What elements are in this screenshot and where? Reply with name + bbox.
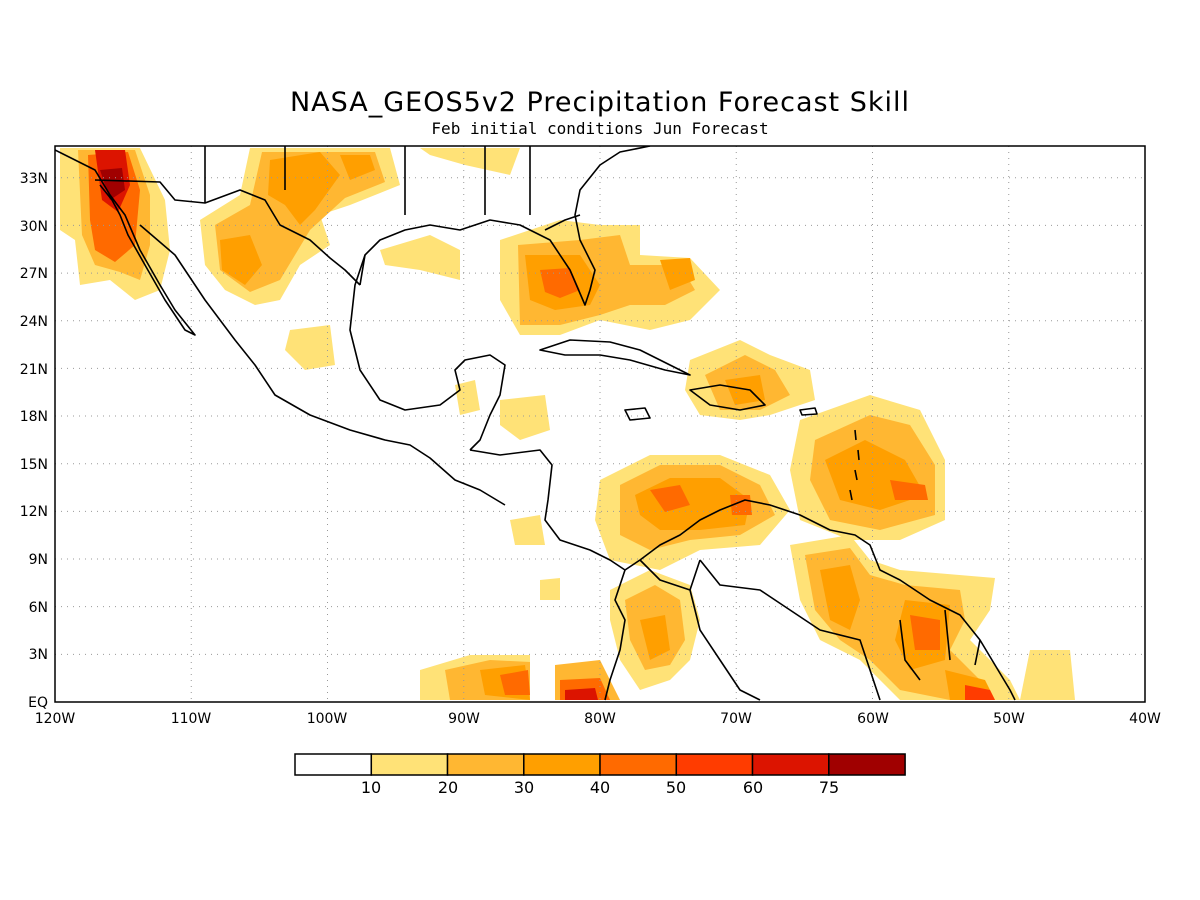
border-colombia	[639, 559, 761, 701]
lon-label: 70W	[720, 711, 752, 727]
skill-region-north-mexico	[340, 155, 375, 180]
lat-label: 9N	[29, 552, 48, 568]
lat-label: 27N	[20, 266, 48, 282]
skill-region-amapa	[1020, 650, 1075, 700]
skill-region-yucatan	[455, 380, 480, 415]
coastline-south-america-west	[604, 569, 626, 701]
map-frame	[54, 145, 1146, 703]
skill-region-pacific-equatorial	[500, 670, 530, 695]
skill-region-lesser-antilles	[890, 480, 928, 500]
coastline-gulf	[359, 146, 651, 306]
skill-region-gulf-coast	[420, 148, 520, 175]
skill-region-baja	[100, 168, 125, 200]
lat-label: 18N	[20, 409, 48, 425]
border-us-states	[204, 146, 531, 215]
coastline-baja	[55, 149, 196, 336]
lat-label: 12N	[20, 504, 48, 520]
colorbar-label: 10	[361, 778, 381, 797]
skill-region-florida	[660, 258, 695, 290]
skill-region-guyana	[820, 565, 860, 630]
map-subtitle: Feb initial conditions Jun Forecast	[431, 119, 768, 138]
lat-label: 21N	[20, 362, 48, 378]
coastline-mexico-gulf	[349, 254, 506, 451]
lon-label: 80W	[584, 711, 616, 727]
colorbar-label: 20	[438, 778, 458, 797]
coastline-mexico-pacific	[139, 224, 506, 506]
colorbar-swatch	[294, 753, 373, 776]
lat-label: 24N	[20, 314, 48, 330]
colorbar-label: 50	[666, 778, 686, 797]
lon-label: 120W	[35, 711, 76, 727]
lon-label: 50W	[993, 711, 1025, 727]
colorbar-swatch	[599, 753, 678, 776]
border-us-mexico	[94, 179, 361, 286]
colorbar-label: 75	[819, 778, 839, 797]
colorbar: 10 20 30 40 50 60 75	[294, 753, 906, 797]
plot-area	[54, 145, 1146, 703]
colorbar-label: 60	[743, 778, 763, 797]
skill-region-guyana	[965, 685, 995, 700]
lat-label: EQ	[28, 695, 48, 711]
lat-label: 3N	[29, 647, 48, 663]
skill-region-florida	[540, 268, 580, 298]
skill-region-hispaniola	[725, 375, 765, 405]
lat-label: 33N	[20, 171, 48, 187]
lat-label: 30N	[20, 219, 48, 235]
border-venezuela	[699, 559, 881, 701]
colorbar-swatch	[828, 753, 906, 776]
skill-region-caribbean-band	[650, 485, 690, 512]
colorbar-swatch	[446, 753, 525, 776]
skill-region-guyana	[910, 615, 940, 650]
skill-shading	[60, 148, 1075, 700]
map-title: NASA_GEOS5v2 Precipitation Forecast Skil…	[290, 87, 910, 118]
colorbar-swatch	[370, 753, 449, 776]
coastlines	[55, 146, 1016, 701]
lon-label: 40W	[1129, 711, 1161, 727]
coastline-hispaniola	[689, 384, 766, 411]
skill-region-north-mexico	[220, 235, 262, 285]
skill-region-scattered	[540, 578, 560, 600]
skill-region-ecuador-coast	[565, 688, 598, 700]
lon-label: 90W	[448, 711, 480, 727]
skill-region-scattered	[510, 515, 545, 545]
border-guianas	[899, 609, 981, 681]
coastline-cuba	[539, 339, 691, 376]
coastline-jamaica	[624, 407, 651, 421]
lon-label: 110W	[171, 711, 212, 727]
longitude-labels: 120W 110W 100W 90W 80W 70W 60W 50W 40W	[35, 711, 1161, 727]
coastline-central-america	[469, 449, 1016, 701]
lat-label: 15N	[20, 457, 48, 473]
skill-region-colombia	[640, 615, 670, 660]
colorbar-label: 40	[590, 778, 610, 797]
skill-region-north-mexico	[268, 152, 340, 225]
skill-region-central-mexico	[285, 325, 335, 370]
colorbar-swatch	[523, 753, 601, 776]
lat-label: 6N	[29, 600, 48, 616]
skill-region-gulf-coast	[380, 235, 460, 280]
lon-label: 100W	[307, 711, 348, 727]
colorbar-label: 30	[514, 778, 534, 797]
colorbar-swatch	[675, 753, 754, 776]
colorbar-swatch	[751, 753, 830, 776]
coastline-lesser-antilles	[849, 429, 860, 501]
skill-region-yucatan	[500, 395, 550, 440]
border-florida	[544, 214, 581, 231]
coastline-puerto-rico	[799, 407, 818, 416]
lon-label: 60W	[857, 711, 889, 727]
latitude-labels: EQ 3N 6N 9N 12N 15N 18N 21N 24N 27N 30N …	[20, 171, 48, 711]
